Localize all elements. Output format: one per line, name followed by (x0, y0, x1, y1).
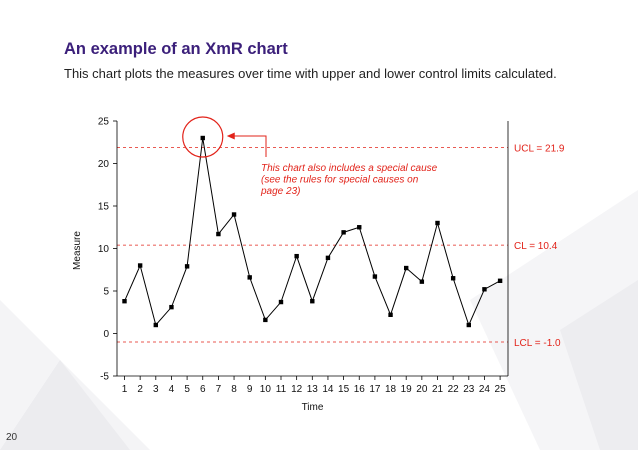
data-point (216, 231, 221, 237)
x-tick-label: 21 (432, 384, 444, 395)
data-point (122, 299, 127, 304)
data-point (231, 212, 237, 217)
x-tick-label: 13 (307, 384, 319, 395)
data-point (263, 317, 268, 323)
data-point (153, 322, 158, 328)
data-point (137, 263, 143, 268)
annotation-text-line: (see the rules for special causes on (261, 175, 419, 186)
x-tick-label: 17 (369, 384, 381, 395)
data-point (247, 275, 252, 280)
data-point (169, 304, 174, 310)
data-point (482, 287, 487, 292)
page-title: An example of an XmR chart (64, 40, 288, 58)
data-point (435, 220, 440, 226)
annotation-text-line: page 23) (260, 186, 300, 197)
data-point (419, 279, 425, 284)
data-point (450, 276, 456, 281)
data-point (200, 135, 205, 141)
x-tick-label: 8 (231, 384, 237, 395)
x-tick-label: 9 (247, 384, 253, 395)
control-limit-label: LCL = -1.0 (514, 338, 561, 349)
annotation-arrowhead (226, 132, 235, 140)
x-tick-label: 18 (385, 384, 397, 395)
data-point (341, 230, 346, 235)
x-axis-title: Time (302, 402, 324, 413)
data-point (357, 225, 362, 230)
y-tick-label: 5 (103, 287, 109, 298)
annotation-text-line: This chart also includes a special cause (261, 163, 438, 174)
data-point (184, 264, 190, 269)
x-tick-label: 14 (322, 384, 334, 395)
x-tick-label: 25 (495, 384, 507, 395)
data-point (404, 265, 409, 271)
x-tick-label: 23 (463, 384, 475, 395)
x-tick-label: 5 (184, 384, 190, 395)
x-tick-label: 15 (338, 384, 350, 395)
x-tick-label: 3 (153, 384, 159, 395)
y-tick-label: -5 (100, 372, 109, 383)
page-subtitle: This chart plots the measures over time … (64, 66, 557, 81)
x-tick-label: 22 (448, 384, 460, 395)
data-point (278, 299, 284, 305)
x-tick-label: 20 (416, 384, 428, 395)
y-tick-label: 0 (103, 329, 109, 340)
y-tick-label: 15 (98, 202, 110, 213)
y-tick-label: 10 (98, 244, 110, 255)
x-tick-label: 6 (200, 384, 206, 395)
data-point (310, 299, 315, 304)
annotation-arrow-line (232, 135, 267, 157)
x-tick-label: 12 (291, 384, 303, 395)
x-tick-label: 19 (401, 384, 413, 395)
control-limit-label: UCL = 21.9 (514, 143, 565, 154)
x-tick-label: 10 (260, 384, 272, 395)
x-tick-label: 24 (479, 384, 491, 395)
special-cause-circle (182, 116, 224, 158)
y-tick-label: 25 (98, 117, 110, 128)
x-tick-label: 4 (169, 384, 175, 395)
x-tick-label: 7 (216, 384, 222, 395)
x-tick-label: 1 (122, 384, 128, 395)
data-point (372, 274, 378, 279)
data-point (325, 255, 331, 261)
x-tick-label: 11 (276, 384, 287, 395)
data-point (466, 322, 471, 328)
control-limit-label: CL = 10.4 (514, 241, 558, 252)
page-number: 20 (6, 432, 18, 443)
y-tick-label: 20 (98, 159, 110, 170)
x-tick-label: 2 (137, 384, 143, 395)
y-axis-title: Measure (72, 231, 83, 270)
x-tick-label: 16 (354, 384, 366, 395)
data-point (388, 312, 393, 317)
data-point (294, 253, 299, 259)
data-point (497, 278, 503, 283)
